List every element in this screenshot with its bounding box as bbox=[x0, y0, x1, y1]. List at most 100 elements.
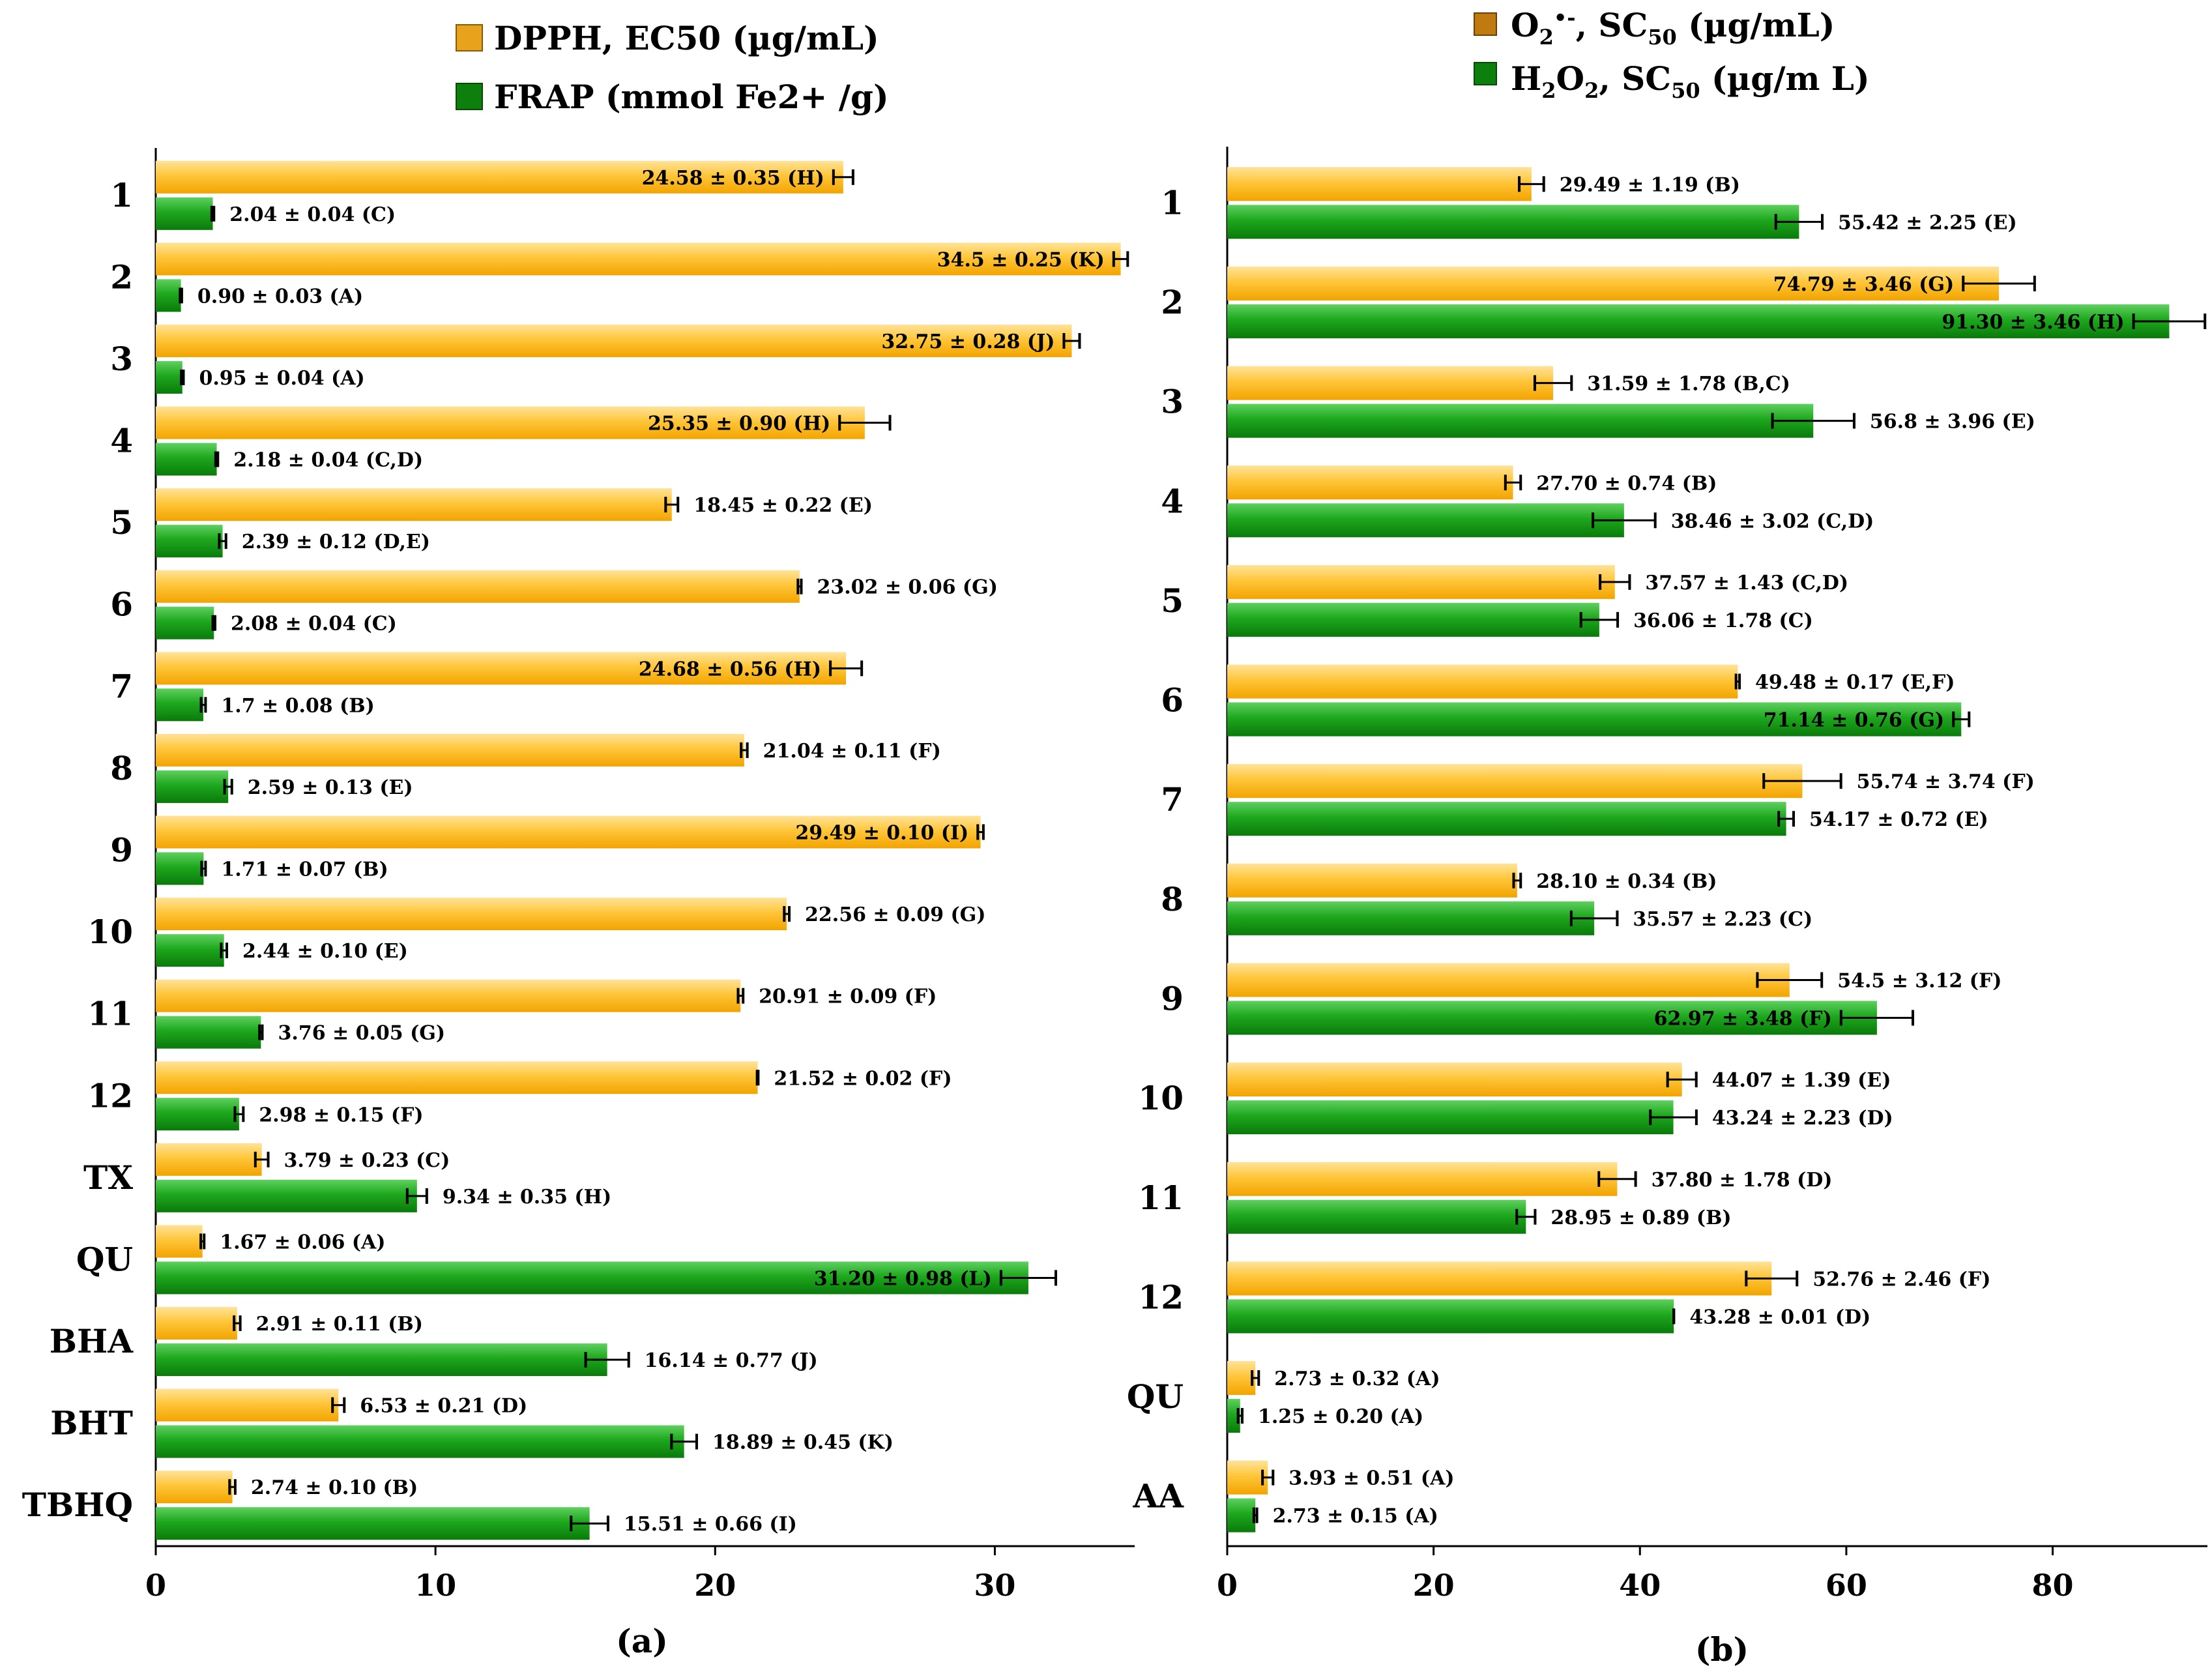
bar-a-s1-8 bbox=[156, 770, 229, 803]
error-bar-a-s1-6 bbox=[211, 615, 216, 631]
category-label-b-1: 1 bbox=[1161, 183, 1184, 222]
category-label-a-7: 7 bbox=[110, 667, 133, 705]
data-label-a-s0-2: 34.5 ± 0.25 (K) bbox=[937, 248, 1105, 271]
category-label-b-6: 6 bbox=[1161, 681, 1184, 720]
error-bar-a-s1-2 bbox=[179, 287, 183, 304]
bar-b-s1-8 bbox=[1227, 901, 1595, 935]
error-bar-a-s0-4 bbox=[838, 415, 892, 431]
category-label-b-QU: QU bbox=[1127, 1377, 1184, 1416]
category-label-a-3: 3 bbox=[110, 340, 133, 378]
category-label-a-TX: TX bbox=[83, 1158, 133, 1197]
bar-a-s1-1 bbox=[156, 197, 213, 230]
category-label-b-8: 8 bbox=[1161, 880, 1184, 918]
data-label-b-s1-6: 71.14 ± 0.76 (G) bbox=[1764, 709, 1945, 732]
data-label-a-s1-12: 2.98 ± 0.15 (F) bbox=[259, 1104, 423, 1126]
legend-b-swatch-o2 bbox=[1474, 12, 1497, 36]
legend-b-h2o2-part-5: 50 bbox=[1671, 78, 1700, 103]
legend-a-swatch-dpph bbox=[456, 24, 483, 51]
error-bar-a-s1-8 bbox=[223, 778, 233, 795]
data-label-a-s1-9: 1.71 ± 0.07 (B) bbox=[221, 858, 388, 881]
legend-b-label-o2: O2•-, SC50 (µg/mL) bbox=[1511, 5, 1835, 50]
bar-a-s0-3 bbox=[156, 324, 1072, 357]
error-bar-b-s1-3 bbox=[1771, 413, 1855, 429]
data-label-a-s1-3: 0.95 ± 0.04 (A) bbox=[199, 367, 364, 390]
error-bar-a-s1-TX bbox=[405, 1188, 428, 1204]
error-bar-a-s0-1 bbox=[832, 169, 854, 185]
error-bar-a-s1-11 bbox=[258, 1024, 264, 1040]
bar-a-s1-2 bbox=[156, 279, 181, 312]
error-bar-a-s0-7 bbox=[829, 660, 864, 677]
bar-a-s0-6 bbox=[156, 570, 800, 603]
x-tick-label-b-0: 0 bbox=[1217, 1568, 1238, 1603]
data-label-b-s0-11: 37.80 ± 1.78 (D) bbox=[1652, 1169, 1833, 1192]
bar-a-s1-12 bbox=[156, 1098, 239, 1131]
error-bar-b-s0-7 bbox=[1762, 773, 1842, 789]
bar-a-s1-3 bbox=[156, 360, 182, 394]
x-tick-label-a-30: 30 bbox=[974, 1568, 1015, 1603]
error-bar-b-s0-QU bbox=[1251, 1370, 1260, 1386]
bar-b-s0-4 bbox=[1227, 465, 1513, 500]
error-bar-b-s1-2 bbox=[2132, 313, 2207, 329]
category-label-b-7: 7 bbox=[1161, 780, 1184, 819]
error-bar-a-s1-QU bbox=[999, 1270, 1057, 1286]
legend-a-label-dpph: DPPH, EC50 (µg/mL) bbox=[494, 19, 879, 57]
data-label-b-s1-12: 43.28 ± 0.01 (D) bbox=[1689, 1306, 1870, 1328]
category-label-b-11: 11 bbox=[1138, 1179, 1184, 1217]
data-label-b-s0-12: 52.76 ± 2.46 (F) bbox=[1812, 1268, 1990, 1291]
error-bar-a-s1-BHT bbox=[670, 1433, 698, 1450]
bar-a-s1-4 bbox=[156, 443, 217, 476]
data-label-a-s0-5: 18.45 ± 0.22 (E) bbox=[693, 494, 873, 517]
panel-label-a: (a) bbox=[616, 1622, 668, 1660]
data-label-b-s1-4: 38.46 ± 3.02 (C,D) bbox=[1671, 510, 1874, 533]
error-bar-b-s1-4 bbox=[1592, 512, 1657, 529]
legend-b-h2o2-part-4: , SC bbox=[1599, 59, 1671, 98]
data-label-a-s0-QU: 1.67 ± 0.06 (A) bbox=[220, 1231, 385, 1253]
error-bar-a-s1-12 bbox=[233, 1106, 245, 1122]
category-label-a-BHA: BHA bbox=[50, 1322, 134, 1360]
data-label-b-s0-6: 49.48 ± 0.17 (E,F) bbox=[1755, 671, 1955, 694]
legend-b-label-h2o2: H2O2, SC50 (µg/m L) bbox=[1511, 59, 1870, 103]
bar-a-s1-7 bbox=[156, 688, 203, 722]
data-label-a-s0-7: 24.68 ± 0.56 (H) bbox=[639, 658, 821, 681]
bar-a-s0-5 bbox=[156, 488, 672, 521]
legend-b-h2o2-part-3: 2 bbox=[1584, 78, 1599, 103]
data-label-b-s1-1: 55.42 ± 2.25 (E) bbox=[1838, 211, 2017, 234]
data-label-a-s1-5: 2.39 ± 0.12 (D,E) bbox=[242, 531, 430, 553]
bar-b-s1-AA bbox=[1227, 1498, 1256, 1532]
error-bar-a-s1-9 bbox=[200, 860, 207, 877]
data-label-a-s0-1: 24.58 ± 0.35 (H) bbox=[642, 167, 824, 190]
bar-a-s1-TX bbox=[156, 1179, 417, 1212]
bar-a-s0-12 bbox=[156, 1061, 758, 1094]
error-bar-b-s1-1 bbox=[1774, 214, 1824, 230]
data-label-a-s1-1: 2.04 ± 0.04 (C) bbox=[229, 203, 396, 226]
category-label-a-TBHQ: TBHQ bbox=[22, 1486, 133, 1524]
bar-a-s0-2 bbox=[156, 242, 1121, 276]
error-bar-a-s1-BHA bbox=[584, 1352, 630, 1368]
error-bar-a-s1-4 bbox=[214, 451, 220, 467]
data-label-a-s1-7: 1.7 ± 0.08 (B) bbox=[221, 694, 374, 717]
bar-b-s0-12 bbox=[1227, 1261, 1772, 1296]
bar-b-s1-10 bbox=[1227, 1100, 1674, 1135]
error-bar-b-s1-AA bbox=[1252, 1507, 1259, 1523]
error-bar-a-s0-BHA bbox=[233, 1315, 242, 1332]
bar-b-s1-2 bbox=[1227, 304, 2170, 338]
data-label-b-s1-3: 56.8 ± 3.96 (E) bbox=[1870, 411, 2035, 433]
error-bar-b-s0-2 bbox=[1962, 275, 2036, 291]
error-bar-a-s0-10 bbox=[783, 906, 791, 922]
bar-a-s0-TBHQ bbox=[156, 1471, 233, 1504]
bar-a-s0-10 bbox=[156, 898, 787, 931]
bar-b-s0-2 bbox=[1227, 266, 2000, 300]
bar-a-s0-BHA bbox=[156, 1307, 237, 1340]
error-bar-b-s1-QU bbox=[1236, 1408, 1244, 1424]
category-label-b-12: 12 bbox=[1138, 1278, 1184, 1316]
error-bar-b-s0-3 bbox=[1533, 375, 1573, 391]
bar-b-s0-5 bbox=[1227, 564, 1615, 599]
category-label-b-2: 2 bbox=[1161, 283, 1184, 321]
bar-b-s0-1 bbox=[1227, 167, 1532, 201]
data-label-a-s0-TX: 3.79 ± 0.23 (C) bbox=[284, 1149, 450, 1172]
error-bar-a-s0-5 bbox=[664, 497, 680, 513]
legend-b-h2o2-part-0: H bbox=[1511, 59, 1541, 98]
legend-b-h2o2-part-2: O bbox=[1556, 59, 1585, 98]
category-label-a-1: 1 bbox=[110, 176, 133, 214]
category-label-a-11: 11 bbox=[87, 995, 133, 1033]
